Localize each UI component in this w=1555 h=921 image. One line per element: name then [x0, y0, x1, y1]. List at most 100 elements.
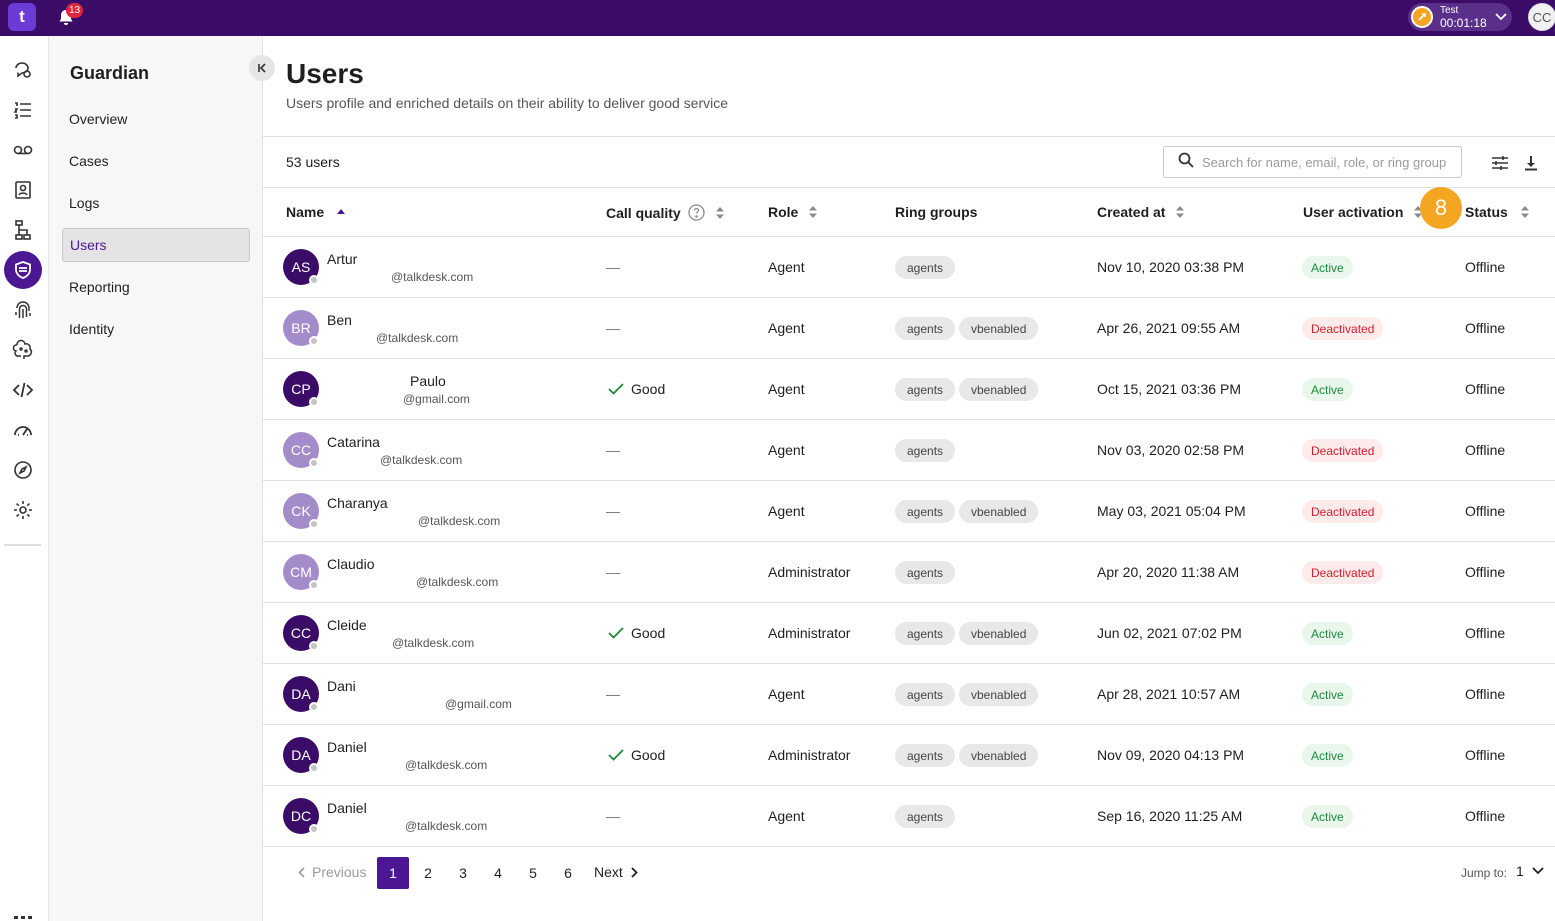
apps-grid-icon[interactable]	[14, 912, 32, 921]
call-quality-value: —	[606, 442, 620, 458]
activation-badge: Active	[1302, 622, 1353, 645]
list-icon[interactable]	[6, 93, 40, 127]
table-row[interactable]: BR Ben @talkdesk.com — Agent agents vben…	[263, 297, 1555, 358]
dashboard-icon[interactable]	[6, 413, 40, 447]
user-name[interactable]: Paulo	[410, 373, 446, 389]
voicemail-icon[interactable]	[6, 133, 40, 167]
column-header-status[interactable]: Status	[1465, 204, 1529, 220]
app-rail	[0, 36, 49, 921]
ring-group-tag: vbenabled	[959, 500, 1039, 523]
contacts-icon[interactable]	[6, 173, 40, 207]
presence-dot	[309, 641, 319, 651]
previous-page-button[interactable]: Previous	[298, 864, 366, 880]
activation-badge: Deactivated	[1302, 500, 1384, 523]
help-circle-icon[interactable]	[688, 204, 705, 221]
page-button-6[interactable]: 6	[564, 865, 572, 881]
sort-icon[interactable]	[1520, 206, 1529, 218]
created-at-value: Jun 02, 2021 07:02 PM	[1097, 625, 1242, 641]
search-input[interactable]	[1202, 154, 1452, 170]
user-name[interactable]: Catarina	[327, 434, 380, 450]
jump-to-select[interactable]: 1	[1516, 863, 1544, 879]
page-button-5[interactable]: 5	[529, 865, 537, 881]
column-header-role[interactable]: Role	[768, 204, 818, 220]
search-box[interactable]	[1163, 146, 1462, 178]
sidebar-item-overview[interactable]: Overview	[69, 111, 128, 127]
flows-icon[interactable]	[6, 213, 40, 247]
user-name[interactable]: Charanya	[327, 495, 388, 511]
presence-dot	[309, 824, 319, 834]
download-icon[interactable]	[1521, 153, 1541, 173]
column-header-label: Ring groups	[895, 204, 978, 220]
table-row[interactable]: DA Dani @gmail.com — Agent agents vbenab…	[263, 663, 1555, 724]
ring-group-tag: agents	[895, 500, 956, 523]
compass-icon[interactable]	[6, 453, 40, 487]
sidebar-item-cases[interactable]: Cases	[69, 153, 109, 169]
user-name[interactable]: Daniel	[327, 800, 367, 816]
chevron-down-icon[interactable]	[1495, 8, 1507, 26]
fingerprint-icon[interactable]	[6, 293, 40, 327]
user-count: 53 users	[286, 154, 340, 170]
user-name[interactable]: Claudio	[327, 556, 375, 572]
page-button-2[interactable]: 2	[424, 865, 432, 881]
sidebar-item-reporting[interactable]: Reporting	[69, 279, 130, 295]
next-page-button[interactable]: Next	[594, 864, 638, 880]
column-header-name[interactable]: Name	[286, 204, 346, 220]
presence-dot	[309, 336, 319, 346]
user-name[interactable]: Cleide	[327, 617, 367, 633]
ring-group-tag: vbenabled	[959, 378, 1039, 401]
conversations-icon[interactable]	[6, 53, 40, 87]
table-row[interactable]: CM Claudio @talkdesk.com — Administrator…	[263, 541, 1555, 602]
table-row[interactable]: DA Daniel @talkdesk.com Good Administrat…	[263, 724, 1555, 785]
sort-icon[interactable]	[809, 206, 818, 218]
guardian-shield-icon[interactable]	[4, 251, 42, 289]
filter-sliders-icon[interactable]	[1490, 153, 1510, 173]
status-value: Offline	[1465, 564, 1506, 580]
page-button-1[interactable]: 1	[377, 857, 409, 889]
sidebar-item-users[interactable]: Users	[62, 228, 250, 262]
table-row[interactable]: CC Catarina @talkdesk.com — Agent agents…	[263, 419, 1555, 480]
code-icon[interactable]	[6, 373, 40, 407]
status-value: Offline	[1465, 686, 1506, 702]
sidebar-item-logs[interactable]: Logs	[69, 195, 100, 211]
page-button-3[interactable]: 3	[459, 865, 467, 881]
page-button-4[interactable]: 4	[494, 865, 502, 881]
activation-badge: Deactivated	[1302, 317, 1384, 340]
user-name[interactable]: Artur	[327, 251, 358, 267]
user-name[interactable]: Ben	[327, 312, 352, 328]
table-row[interactable]: AS Artur @talkdesk.com — Agent agents No…	[263, 236, 1555, 297]
presence-dot	[309, 519, 319, 529]
settings-gear-icon[interactable]	[6, 493, 40, 527]
user-avatar[interactable]: CC	[1528, 3, 1555, 31]
role-value: Agent	[768, 442, 805, 458]
talkdesk-logo[interactable]: t	[8, 3, 36, 31]
role-value: Administrator	[768, 747, 851, 763]
ring-group-tag: agents	[895, 805, 956, 828]
table-row[interactable]: DC Daniel @talkdesk.com — Agent agents S…	[263, 785, 1555, 846]
guardian-sidebar: Guardian Overview Cases Logs Users Repor…	[49, 36, 275, 921]
column-header-label: Call quality	[606, 204, 681, 221]
sort-icon[interactable]	[1176, 206, 1185, 218]
user-email: @talkdesk.com	[392, 636, 475, 650]
column-header-created-at[interactable]: Created at	[1097, 204, 1185, 220]
user-email: @talkdesk.com	[416, 575, 499, 589]
column-header-user-activation[interactable]: User activation	[1303, 204, 1423, 220]
table-row[interactable]: CK Charanya @talkdesk.com — Agent agents…	[263, 480, 1555, 541]
collapse-sidebar-button[interactable]	[249, 55, 275, 81]
session-timer[interactable]: Test 00:01:18	[1408, 3, 1512, 31]
table-row[interactable]: CC Cleide @talkdesk.com Good Administrat…	[263, 602, 1555, 663]
user-email: @talkdesk.com	[376, 331, 459, 345]
sidebar-title: Guardian	[70, 63, 150, 83]
sidebar-item-identity[interactable]: Identity	[69, 321, 115, 337]
ring-group-tag: agents	[895, 317, 956, 340]
table-row[interactable]: CP Paulo @gmail.com Good Agent agents vb…	[263, 358, 1555, 419]
sort-ascending-icon[interactable]	[336, 208, 346, 216]
activation-badge: Active	[1302, 378, 1353, 401]
column-header-call-quality[interactable]: Call quality	[606, 204, 724, 221]
sort-icon[interactable]	[715, 206, 724, 219]
call-quality-label: Good	[631, 381, 666, 397]
user-name[interactable]: Daniel	[327, 739, 367, 755]
user-name[interactable]: Dani	[327, 678, 356, 694]
activation-badge: Active	[1302, 744, 1353, 767]
brain-icon[interactable]	[6, 333, 40, 367]
jump-to-value: 1	[1516, 863, 1524, 879]
